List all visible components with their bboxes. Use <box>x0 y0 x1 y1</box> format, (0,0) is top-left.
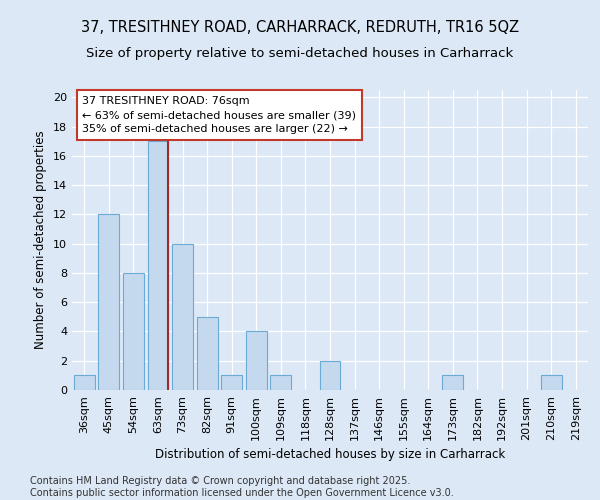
Bar <box>246 332 267 390</box>
Bar <box>172 244 193 390</box>
Bar <box>320 360 340 390</box>
Bar <box>221 376 242 390</box>
Bar <box>74 376 95 390</box>
Text: 37, TRESITHNEY ROAD, CARHARRACK, REDRUTH, TR16 5QZ: 37, TRESITHNEY ROAD, CARHARRACK, REDRUTH… <box>81 20 519 35</box>
Bar <box>197 317 218 390</box>
Text: Size of property relative to semi-detached houses in Carharrack: Size of property relative to semi-detach… <box>86 48 514 60</box>
Text: 37 TRESITHNEY ROAD: 76sqm
← 63% of semi-detached houses are smaller (39)
35% of : 37 TRESITHNEY ROAD: 76sqm ← 63% of semi-… <box>82 96 356 134</box>
Bar <box>271 376 292 390</box>
Bar <box>442 376 463 390</box>
Bar <box>541 376 562 390</box>
Y-axis label: Number of semi-detached properties: Number of semi-detached properties <box>34 130 47 350</box>
X-axis label: Distribution of semi-detached houses by size in Carharrack: Distribution of semi-detached houses by … <box>155 448 505 461</box>
Bar <box>148 141 169 390</box>
Bar <box>123 273 144 390</box>
Bar <box>98 214 119 390</box>
Text: Contains HM Land Registry data © Crown copyright and database right 2025.
Contai: Contains HM Land Registry data © Crown c… <box>30 476 454 498</box>
